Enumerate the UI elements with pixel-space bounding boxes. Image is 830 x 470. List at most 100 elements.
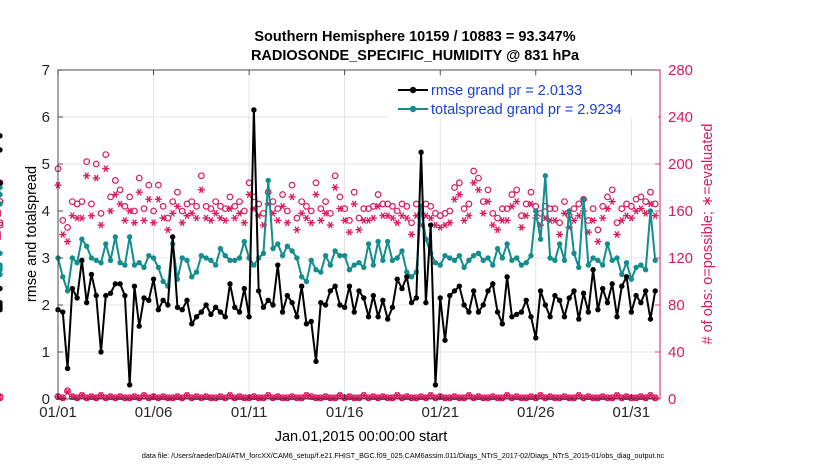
rmse-point xyxy=(413,295,420,301)
spread-point xyxy=(217,245,224,252)
obs-evaluated-markers xyxy=(0,165,659,245)
obs-possible-point xyxy=(159,202,167,210)
y-tick-label-right: 160 xyxy=(668,203,693,220)
obs-evaluated-point xyxy=(570,216,578,224)
spread-point xyxy=(461,264,467,271)
rmse-point xyxy=(652,288,658,294)
y-tick-label-left: 1 xyxy=(42,344,50,361)
obs-possible-point xyxy=(460,205,468,213)
spread-point xyxy=(122,262,128,268)
rmse-point xyxy=(74,295,80,301)
obs-evaluated-point xyxy=(269,394,277,402)
obs-possible-point xyxy=(350,188,358,196)
rmse-point xyxy=(423,299,429,306)
obs-evaluated-stroke xyxy=(132,219,137,227)
spread-point xyxy=(79,236,85,242)
obs-evaluated-stroke xyxy=(485,394,491,402)
obs-possible-point xyxy=(188,198,196,206)
spread-point xyxy=(265,177,271,184)
obs-evaluated-stroke xyxy=(509,202,515,210)
spread-point xyxy=(308,257,314,264)
x-tick-label: 01/11 xyxy=(231,404,267,421)
obs-possible-point xyxy=(307,207,315,215)
obs-evaluated-stroke xyxy=(256,394,262,402)
rmse-point xyxy=(375,314,381,320)
legend: rmse grand pr = 2.0133 totalspread grand… xyxy=(388,77,658,118)
obs-evaluated-point xyxy=(278,202,287,210)
rmse-point xyxy=(556,297,563,303)
rmse-point xyxy=(0,285,3,292)
rmse-point xyxy=(614,314,620,320)
spread-point xyxy=(566,208,572,214)
obs-evaluated-point xyxy=(63,238,72,245)
spread-point xyxy=(0,250,3,256)
obs-evaluated-stroke xyxy=(189,394,195,402)
obs-evaluated-stroke xyxy=(103,165,109,173)
spread-point xyxy=(533,208,539,214)
spread-point xyxy=(0,271,3,278)
obs-evaluated-point xyxy=(283,219,291,227)
obs-evaluated-stroke xyxy=(461,216,467,224)
obs-evaluated-stroke xyxy=(447,219,453,227)
spread-point xyxy=(298,274,305,280)
obs-possible-point xyxy=(637,193,645,201)
obs-evaluated-stroke xyxy=(413,394,419,402)
obs-evaluated-stroke xyxy=(294,394,300,402)
obs-evaluated-point xyxy=(412,394,420,402)
obs-evaluated-point xyxy=(288,193,296,201)
rmse-point xyxy=(513,311,520,318)
obs-evaluated-stroke xyxy=(213,394,219,402)
rmse-point xyxy=(122,292,128,299)
obs-possible-point xyxy=(140,205,148,213)
rmse-point xyxy=(380,297,386,303)
obs-evaluated-stroke xyxy=(175,202,180,210)
obs-evaluated-stroke xyxy=(413,212,419,220)
obs-evaluated-stroke xyxy=(141,216,147,224)
rmse-point xyxy=(504,274,510,280)
obs-evaluated-point xyxy=(169,209,177,217)
spread-point xyxy=(604,241,611,247)
obs-evaluated-point xyxy=(484,198,492,206)
spread-point xyxy=(270,245,276,252)
spread-point xyxy=(370,262,377,268)
data-file-footnote: data file: /Users/raeder/DAI/ATM_forcXX/… xyxy=(142,451,665,460)
obs-evaluated-stroke xyxy=(361,392,367,399)
rmse-point xyxy=(332,283,338,289)
obs-evaluated-point xyxy=(460,216,468,224)
obs-evaluated-point xyxy=(130,219,139,227)
obs-evaluated-stroke xyxy=(399,394,405,402)
obs-evaluated-point xyxy=(240,219,248,227)
spread-point xyxy=(552,257,558,264)
obs-evaluated-point xyxy=(140,216,148,224)
rmse-point xyxy=(169,234,176,240)
spread-point xyxy=(260,250,267,256)
obs-possible-point xyxy=(470,167,478,175)
obs-evaluated-stroke xyxy=(609,198,615,206)
spread-point xyxy=(475,250,482,256)
obs-evaluated-stroke xyxy=(624,212,629,220)
obs-evaluated-stroke xyxy=(466,212,472,220)
spread-point xyxy=(136,260,142,266)
obs-evaluated-point xyxy=(431,394,440,402)
obs-evaluated-stroke xyxy=(299,209,305,217)
obs-evaluated-stroke xyxy=(361,216,367,224)
x-tick-label: 01/21 xyxy=(421,404,459,421)
spread-point xyxy=(365,241,372,247)
spread-point xyxy=(0,201,3,207)
rmse-point xyxy=(533,335,539,341)
spread-point xyxy=(528,252,534,259)
obs-evaluated-point xyxy=(470,179,478,187)
obs-evaluated-stroke xyxy=(514,198,520,206)
obs-evaluated-point xyxy=(188,209,196,217)
rmse-point xyxy=(93,292,99,299)
obs-evaluated-stroke xyxy=(652,212,658,220)
obs-evaluated-stroke xyxy=(504,216,510,224)
obs-evaluated-stroke xyxy=(552,216,558,224)
spread-point xyxy=(117,260,123,266)
spread-point xyxy=(442,252,448,259)
obs-evaluated-point xyxy=(369,214,377,222)
rmse-point xyxy=(466,309,472,315)
rmse-point xyxy=(647,316,654,322)
obs-possible-point xyxy=(92,160,100,168)
spread-point xyxy=(647,208,654,214)
